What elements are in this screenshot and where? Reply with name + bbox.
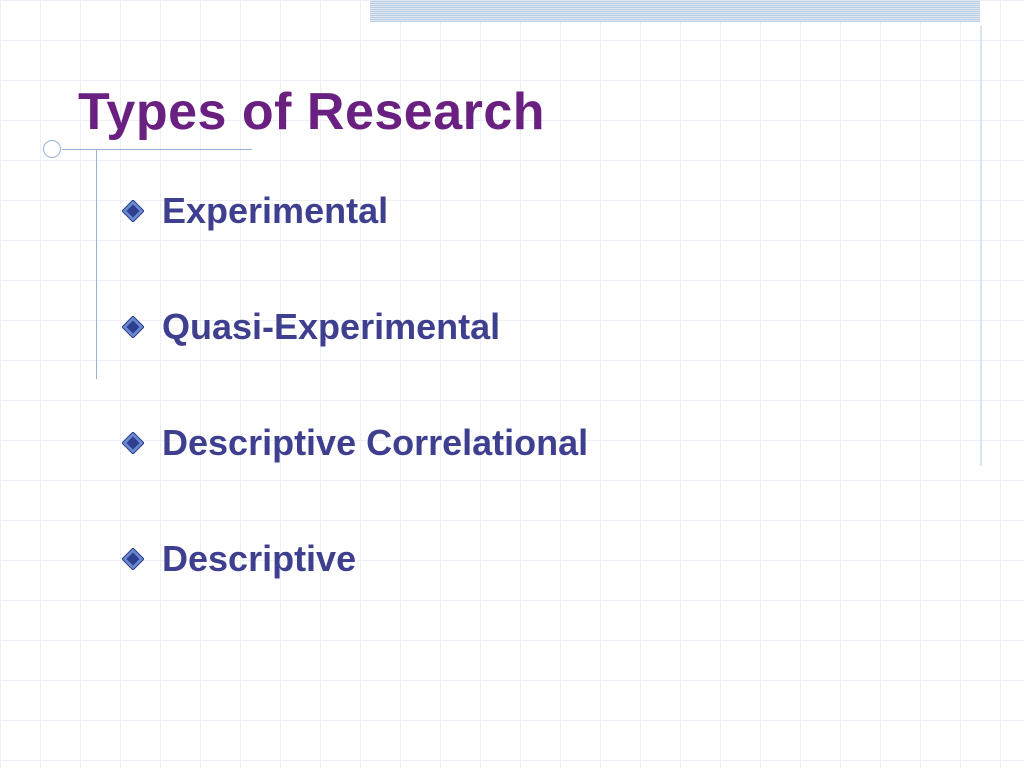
slide-title: Types of Research [78,82,545,142]
accent-vertical-line [96,149,97,379]
accent-circle [43,140,61,158]
diamond-bullet-icon [122,548,144,570]
bullet-list: Experimental Quasi-Experimental Descript… [122,190,588,654]
list-item: Quasi-Experimental [122,306,588,348]
bullet-text: Quasi-Experimental [162,306,500,348]
bullet-text: Descriptive [162,538,356,580]
slide-content: Types of Research Experimental Quasi-Exp… [0,0,1024,768]
list-item: Experimental [122,190,588,232]
bullet-text: Descriptive Correlational [162,422,588,464]
list-item: Descriptive Correlational [122,422,588,464]
accent-horizontal-line [62,149,252,150]
bullet-text: Experimental [162,190,388,232]
list-item: Descriptive [122,538,588,580]
diamond-bullet-icon [122,200,144,222]
diamond-bullet-icon [122,432,144,454]
diamond-bullet-icon [122,316,144,338]
